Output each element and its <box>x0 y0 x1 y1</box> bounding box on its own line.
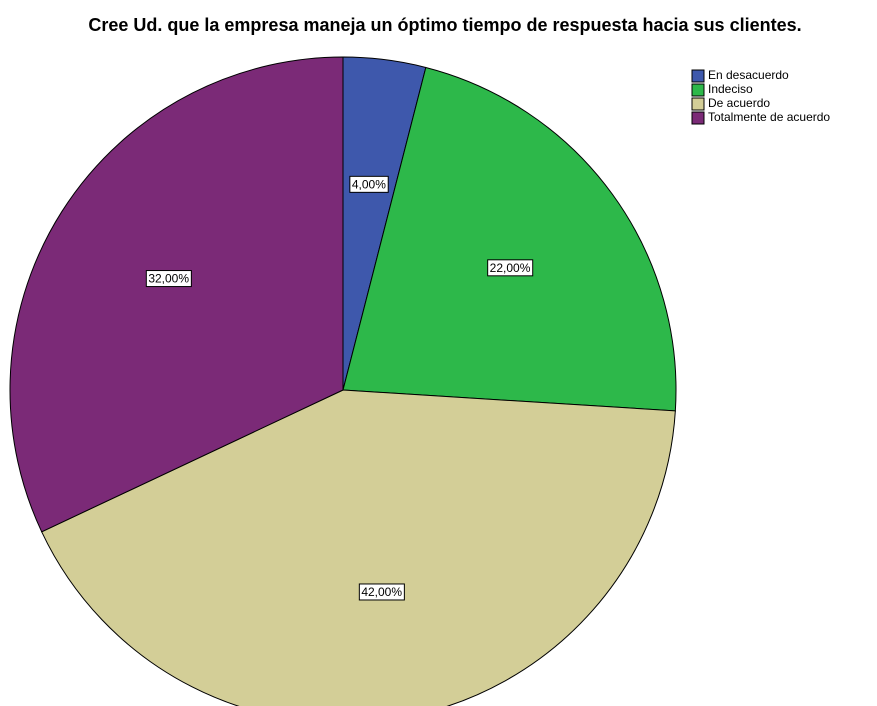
data-label-box <box>349 175 389 193</box>
pie-slice <box>41 389 676 706</box>
data-label-box <box>487 259 534 277</box>
data-label: 4,00% <box>352 177 386 191</box>
legend-swatch <box>691 97 705 111</box>
legend-label: Indeciso <box>708 82 753 96</box>
data-label: 22,00% <box>490 261 531 275</box>
pie-slice <box>9 56 344 533</box>
pie-slice <box>342 66 677 412</box>
legend-swatch <box>691 111 705 125</box>
legend-swatch <box>691 69 705 83</box>
legend-label: En desacuerdo <box>708 68 789 82</box>
legend-label: Totalmente de acuerdo <box>708 110 830 124</box>
legend-swatch <box>691 83 705 97</box>
data-label: 32,00% <box>148 272 189 286</box>
chart-title: Cree Ud. que la empresa maneja un óptimo… <box>88 15 802 35</box>
data-label-box <box>145 270 192 288</box>
data-label: 42,00% <box>361 585 402 599</box>
data-label-box <box>358 583 405 601</box>
legend-label: De acuerdo <box>708 96 770 110</box>
